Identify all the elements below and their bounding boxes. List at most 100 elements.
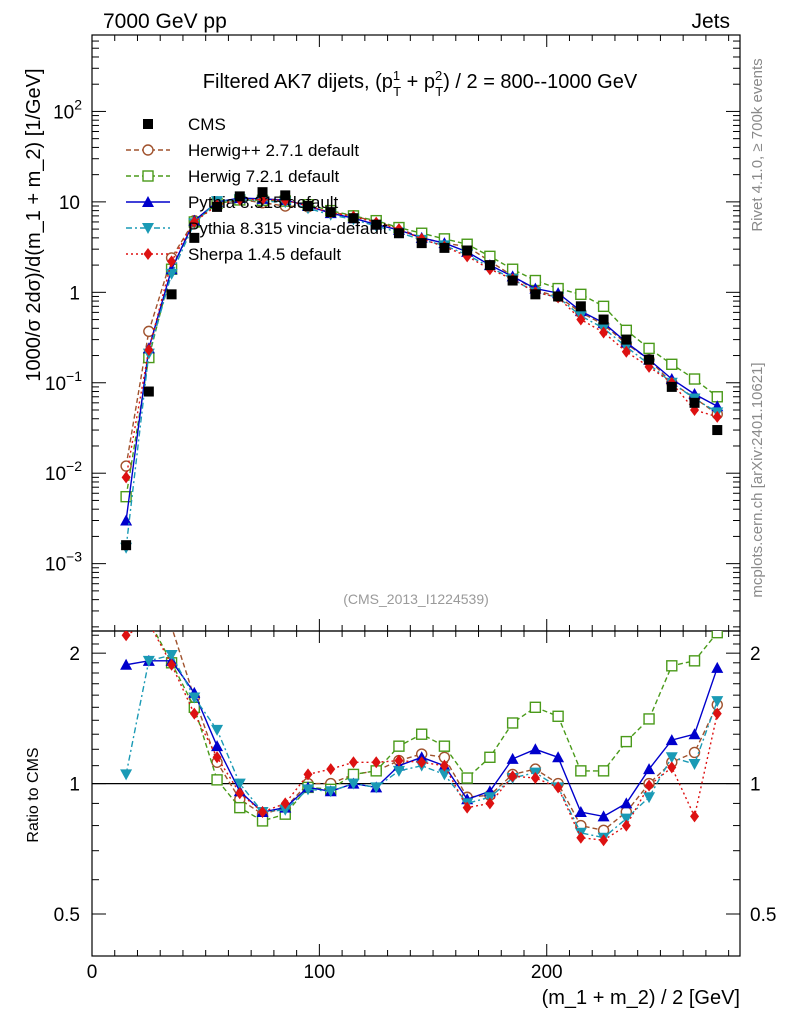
series-4-ratio-point [711,696,724,708]
series-3-ratio-point [620,797,633,809]
series-layer [120,192,724,847]
cms-point [666,381,677,392]
legend-item-5: Sherpa 1.4.5 default [126,245,341,264]
ratio-tick-label: 0.5 [54,905,80,926]
series-2-point [620,324,633,337]
series-4-ratio-point [392,765,405,777]
series-3-ratio-point [529,743,542,755]
cms-point [303,201,313,212]
series-3-point [120,514,133,526]
legend-label: Pythia 8.315 vincia-default [188,219,388,238]
series-2-ratio-point [552,710,564,722]
series-4-ratio-point [620,813,633,825]
series-4-ratio-point [188,692,201,704]
analysis-id: (CMS_2013_I1224539) [343,591,489,607]
series-2-ratio-line [153,631,718,822]
series-4-ratio-point [120,769,133,781]
series-5-ratio-point [258,805,268,818]
y-tick-label: 10−3 [45,549,82,576]
series-2-ratio-point [484,751,496,763]
legend-marker-cms [143,119,153,129]
series-5-ratio-point [212,751,222,764]
series-2-ratio-point [620,735,633,748]
legend-item-1: Herwig++ 2.7.1 default [126,141,359,160]
series-2-ratio-point [393,740,405,752]
series-3-ratio-point [688,728,701,740]
series-2-point [120,490,132,503]
energy-label: 7000 GeV pp [103,10,227,33]
rivet-label: Rivet 4.1.0, ≥ 700k events [749,58,766,231]
series-4-ratio-point [233,778,246,790]
series-4-ratio-point [165,650,178,662]
cms-point [416,238,427,249]
cms-point [553,291,564,302]
series-1-ratio-point [688,746,701,759]
series-5-point [167,255,177,268]
x-axis-label: (m_1 + m_2) / 2 [GeV] [542,987,740,1009]
legend-label: Sherpa 1.4.5 default [188,245,341,264]
cms-point [530,289,541,300]
cms-point [507,275,518,286]
series-4-ratio-point [279,804,292,816]
series-2-point [666,358,678,370]
series-4-ratio-point [643,792,656,804]
legend: CMS Herwig++ 2.7.1 default Herwig 7.2.1 de… [126,115,388,264]
series-2-point [597,300,610,313]
axis-ticks [91,34,740,957]
series-5-ratio-point [462,801,472,814]
series-3-ratio-point [665,734,678,746]
cms-point [257,187,268,198]
series-5-ratio-point [667,761,677,774]
cms-point [712,425,723,436]
series-5-ratio-point [189,707,199,720]
x-tick-label: 200 [531,962,563,983]
ratio-tick-label: 1 [69,775,80,796]
series-4-ratio-point [688,758,701,770]
series-3-ratio-point [506,752,519,764]
series-5-ratio-point [235,787,245,800]
y-tick-label: 1 [69,283,80,304]
cms-point [121,540,132,551]
x-tick-label: 100 [304,962,336,983]
cms-point [166,289,177,300]
series-5-point [712,410,722,423]
series-5-ratio-point [121,631,131,642]
cms-point [325,207,336,218]
series-2-ratio-point [688,655,701,667]
cms-point [371,219,382,230]
ratio-tick-label-right: 0.5 [750,905,776,926]
series-2-ratio-point [597,765,610,777]
y-axis-label: 1000/σ 2dσ)/d(m_1 + m_2) [1/GeV] [23,68,45,381]
series-5-ratio-point [439,759,449,772]
x-tick-label: 0 [87,962,98,983]
series-5-point [599,326,609,339]
series-4-ratio-point [142,655,155,667]
legend-marker [143,248,153,260]
ratio-tick-label: 2 [69,644,80,665]
legend-marker [142,144,154,156]
series-5-ratio-point [394,754,404,767]
y-tick-label: 10 [59,193,80,214]
process-label: Jets [691,10,730,33]
cms-point [621,334,632,345]
y-tick-label: 10−2 [45,458,82,485]
y-tick-label: 102 [53,96,82,123]
series-3-ratio-point [643,763,656,775]
series-4-ratio-point [211,724,224,736]
legend-marker [142,170,154,182]
cms-point [280,190,291,201]
series-5-ratio-point [599,834,609,847]
series-3-ratio-point [597,810,610,822]
series-4-ratio-point [370,782,383,794]
legend-label: Herwig 7.2.1 default [188,167,339,186]
series-2-ratio-point [575,765,587,777]
cms-point [575,301,586,312]
series-2-ratio-point [234,801,246,814]
series-2-point [688,373,701,385]
series-5-ratio-point [485,797,495,810]
series-4-ratio-point [665,752,678,764]
series-5-point [121,471,131,484]
cms-point [439,242,450,253]
series-3-ratio-point [711,661,724,673]
cms-point [393,228,404,239]
